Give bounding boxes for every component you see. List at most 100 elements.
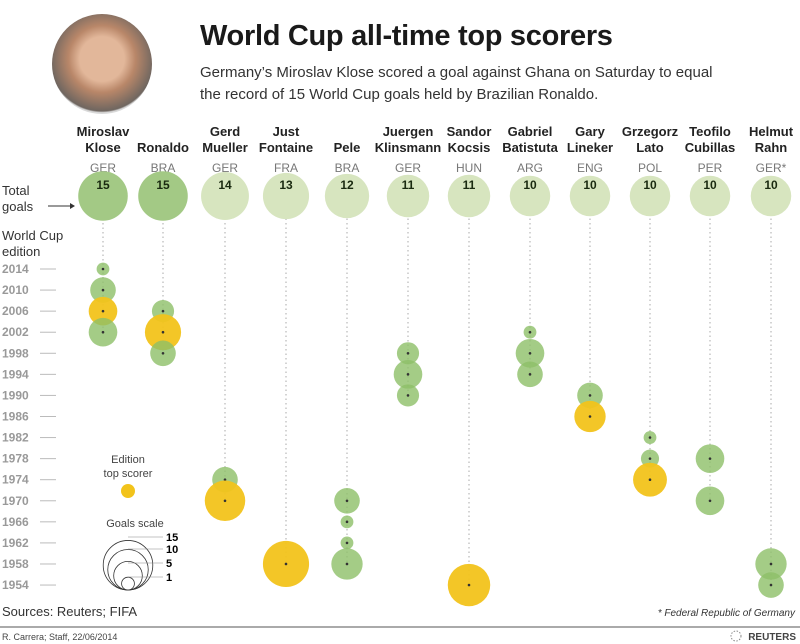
year-label: 1954	[2, 578, 29, 592]
year-label: 1962	[2, 536, 29, 550]
total-goals-value: 11	[463, 178, 476, 192]
bubble-center-dot	[467, 583, 471, 587]
player-name: Rahn	[755, 140, 788, 155]
player-name: Gary	[575, 124, 605, 139]
bubble-center-dot	[223, 499, 227, 503]
bubble-center-dot	[223, 478, 227, 482]
total-goals-value: 15	[156, 178, 170, 192]
scale-circle	[107, 549, 149, 591]
player-name: Gerd	[210, 124, 240, 139]
year-label: 1978	[2, 452, 29, 466]
bubble-center-dot	[161, 309, 165, 313]
bubble-center-dot	[648, 436, 652, 439]
scale-value: 15	[166, 532, 178, 544]
bubble-center-dot	[708, 499, 712, 503]
total-goals-value: 12	[340, 178, 354, 192]
total-goals-bubble	[750, 175, 792, 217]
bubble-center-dot	[101, 330, 105, 334]
player-name: Grzegorz	[622, 124, 679, 139]
player-name: Klose	[85, 140, 120, 155]
total-goals-bubble	[629, 175, 671, 217]
total-goals-value: 14	[218, 178, 232, 192]
year-label: 1958	[2, 557, 29, 571]
player-country: HUN	[456, 161, 482, 175]
scale-circle	[113, 560, 143, 591]
bubble-center-dot	[588, 394, 592, 397]
year-label: 2014	[2, 262, 29, 276]
bubble-center-dot	[528, 351, 532, 355]
total-goals-label: Total	[2, 183, 30, 198]
player-name: Lato	[636, 140, 664, 155]
legend-scale-title: Goals scale	[106, 518, 163, 530]
bubble-center-dot	[769, 583, 773, 587]
player-name: Batistuta	[502, 140, 558, 155]
year-label: 2006	[2, 304, 29, 318]
year-label: 2002	[2, 325, 29, 339]
player-name: Teofilo	[689, 124, 731, 139]
player-country: GER*	[756, 161, 787, 175]
bubble-center-dot	[648, 457, 652, 460]
total-goals-bubble	[447, 174, 491, 218]
bubble-center-dot	[406, 373, 410, 376]
total-goals-value: 10	[643, 178, 657, 192]
bubble-center-dot	[161, 330, 165, 334]
page-title: World Cup all-time top scorers	[200, 20, 613, 52]
scale-circle	[102, 540, 154, 591]
bubble-center-dot	[345, 520, 349, 524]
player-name: Miroslav	[77, 124, 131, 139]
year-label: 1974	[2, 473, 29, 487]
player-name: Mueller	[202, 140, 248, 155]
bubble-center-dot	[648, 478, 652, 482]
player-name: Helmut	[749, 124, 794, 139]
bubble-center-dot	[708, 457, 712, 460]
year-label: 1966	[2, 515, 29, 529]
player-name: Fontaine	[259, 140, 313, 155]
bubble-center-dot	[284, 562, 288, 566]
total-goals-value: 10	[583, 178, 597, 192]
bubble-center-dot	[528, 330, 532, 334]
player-name: Pele	[334, 140, 361, 155]
total-goals-bubble	[689, 175, 731, 217]
edition-label: edition	[2, 244, 40, 259]
player-country: BRA	[335, 161, 360, 175]
scale-value: 5	[166, 558, 172, 570]
player-country: ARG	[517, 161, 543, 175]
bubble-center-dot	[101, 267, 105, 271]
player-country: GER	[90, 161, 116, 175]
scale-circle	[121, 576, 135, 591]
bubble-center-dot	[161, 351, 165, 355]
player-country: BRA	[151, 161, 176, 175]
edition-label: World Cup	[2, 228, 63, 243]
player-country: PER	[698, 161, 723, 175]
bubble-center-dot	[528, 373, 532, 376]
bubble-center-dot	[588, 415, 592, 418]
player-name: Ronaldo	[137, 140, 189, 155]
total-goals-bubble	[509, 175, 551, 217]
player-name: Just	[273, 124, 300, 139]
year-label: 1990	[2, 388, 29, 402]
total-goals-bubble	[262, 172, 310, 220]
scale-value: 1	[166, 572, 172, 584]
player-country: ENG	[577, 161, 603, 175]
player-name: Gabriel	[508, 124, 553, 139]
total-goals-bubble	[386, 174, 430, 218]
total-goals-bubble	[324, 173, 370, 219]
bubble-center-dot	[101, 288, 105, 292]
total-goals-value: 15	[96, 178, 110, 192]
total-goals-value: 13	[279, 178, 293, 192]
player-name: Juergen	[383, 124, 434, 139]
reuters-logo: REUTERS	[748, 632, 796, 643]
player-name: Klinsmann	[375, 140, 442, 155]
total-goals-value: 10	[764, 178, 778, 192]
player-name: Sandor	[447, 124, 492, 139]
subtitle: Germany’s Miroslav Klose scored a goal a…	[200, 64, 713, 103]
player-country: GER	[212, 161, 238, 175]
total-goals-value: 11	[402, 178, 415, 192]
total-goals-bubble	[569, 175, 611, 217]
year-label: 1994	[2, 367, 29, 381]
bubble-center-dot	[406, 351, 410, 355]
legend-top-scorer-icon	[121, 484, 135, 498]
footnote: * Federal Republic of Germany	[658, 608, 796, 619]
